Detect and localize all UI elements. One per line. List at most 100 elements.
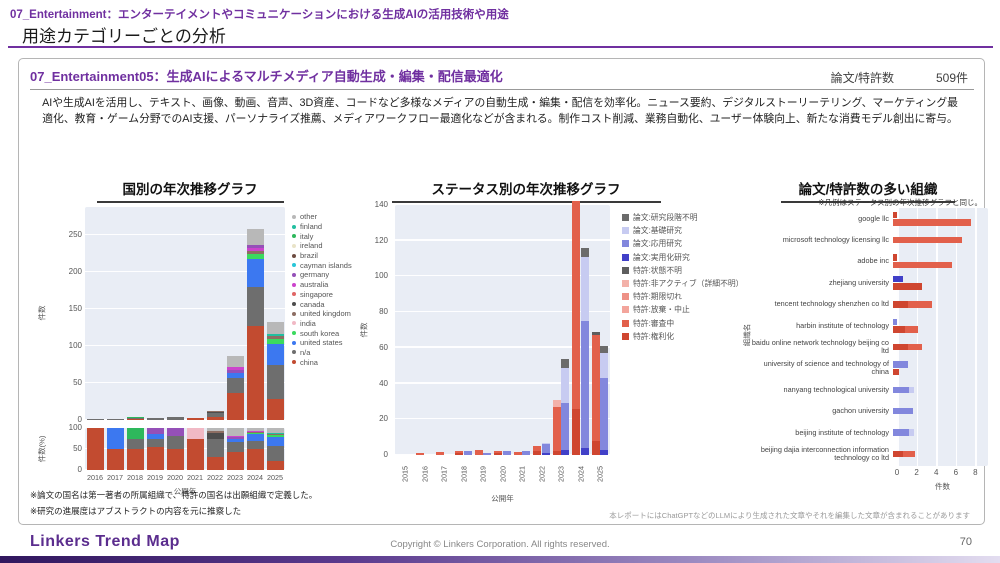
segment-patent_granted [893, 326, 905, 333]
segment-patent_granted [893, 343, 908, 351]
org-bar [893, 261, 952, 269]
percent-bar-2020 [166, 428, 184, 470]
org-row: university of science and technology of … [748, 358, 988, 379]
y-tick: 150 [68, 304, 82, 313]
patent-bar-2021 [513, 452, 522, 455]
segment-us [246, 434, 264, 441]
segment-na [126, 438, 144, 449]
legend-marker [292, 214, 296, 219]
segment-patent_examining [902, 450, 915, 458]
section-stat: 論文/特許数 509件 [831, 69, 968, 86]
segment-china [126, 419, 144, 420]
org-bar [893, 219, 972, 226]
segment-australia [226, 367, 244, 371]
legend-item: 論文:応用研究 [622, 237, 743, 250]
gridline [916, 208, 919, 466]
org-row: tencent technology shenzhen co ltd [748, 294, 988, 315]
org-bars [893, 236, 984, 244]
patent-bar-2016 [416, 453, 424, 455]
percent-bar-2018 [126, 428, 144, 470]
y-tick: 0 [77, 415, 82, 424]
legend-item: ireland [292, 241, 352, 251]
segment-patent_examining [552, 406, 561, 452]
legend-label: 論文:基礎研究 [633, 226, 682, 236]
percent-bar-2024 [246, 428, 264, 470]
segment-us [226, 373, 244, 378]
segment-paper_basic [600, 353, 608, 379]
segment-paper_unknown [561, 358, 569, 368]
legend-marker [292, 292, 296, 297]
segment-other [266, 428, 284, 434]
chart2-plot [395, 201, 610, 455]
legend-marker [292, 311, 296, 316]
x-tick: 2025 [595, 466, 605, 482]
gridline [85, 447, 285, 449]
count-bar-2025 [266, 322, 284, 420]
segment-paper_basic [908, 386, 914, 394]
footnote-1: ※論文の国名は第一著者の所属組織で、特許の国名は出願組織で定義した。 [30, 490, 318, 500]
gridline [936, 208, 938, 466]
chart1-xlabel: 公開年 [173, 487, 197, 496]
y-tick: 50 [73, 444, 82, 453]
legend-label: 論文:研究段階不明 [633, 213, 698, 223]
segment-china [226, 451, 244, 470]
segment-patent_granted [893, 211, 897, 219]
segment-korea [246, 253, 264, 259]
x-tick: 2020 [498, 466, 507, 482]
count-bar-2017 [106, 418, 124, 420]
legend-marker [292, 321, 296, 326]
chart2-ylabel: 件数 [359, 322, 369, 338]
legend-label: other [300, 212, 318, 222]
segment-italy [126, 428, 144, 439]
segment-china [246, 326, 264, 420]
segment-patent_examining [893, 261, 952, 269]
legend-label: n/a [300, 347, 311, 357]
segment-patent_examining [513, 452, 522, 455]
y-tick: 100 [68, 423, 82, 432]
segment-uk [246, 251, 264, 254]
org-row: baidu online network technology beijing … [748, 336, 988, 357]
paper-bar-2019 [483, 453, 491, 455]
count-bar-2019 [146, 417, 164, 420]
segment-patent_inactive [552, 399, 561, 407]
x-tick: 2021 [517, 466, 527, 482]
org-bar [893, 301, 933, 308]
page-number: 70 [959, 536, 972, 548]
org-bar [893, 318, 899, 326]
x-tick: 2017 [439, 466, 449, 482]
segment-australia [246, 431, 264, 433]
segment-paper_applied [893, 386, 909, 394]
org-bars [893, 386, 984, 394]
x-tick: 2018 [127, 473, 143, 482]
percent-bar-2016 [86, 428, 104, 470]
legend-label: india [300, 318, 316, 328]
percent-bar-2022 [206, 428, 224, 470]
legend-item: 論文:基礎研究 [622, 224, 743, 237]
gridline [395, 382, 610, 384]
segment-china [126, 449, 144, 470]
segment-germany [246, 245, 264, 248]
gridline [85, 344, 285, 346]
paper-bar-2024 [580, 247, 589, 455]
section-divider [30, 89, 974, 90]
segment-paper_applied [600, 378, 608, 450]
legend-label: south korea [300, 328, 340, 338]
chart3-legend-note: ※凡例はステータス別の年次推移グラフと同じ。 [818, 198, 982, 207]
chart1-percent-plot [85, 426, 285, 470]
legend-marker [622, 332, 629, 340]
segment-patent_examining [416, 453, 424, 455]
legend-marker [622, 266, 629, 274]
segment-uk [266, 336, 284, 339]
legend-label: brazil [300, 251, 318, 261]
legend-item: brazil [292, 251, 352, 261]
org-bars [893, 343, 984, 351]
patent-bar-2020 [494, 450, 502, 455]
org-bar [893, 236, 962, 244]
gridline [85, 270, 285, 272]
legend-label: 特許:期限切れ [633, 292, 682, 302]
gridline [85, 307, 285, 309]
section-description: AIや生成AIを活用し、テキスト、画像、動画、音声、3D資産、コードなど多様なメ… [42, 97, 958, 125]
x-tick: 2016 [87, 473, 103, 482]
segment-na [206, 413, 224, 418]
segment-patent_granted [572, 408, 580, 455]
